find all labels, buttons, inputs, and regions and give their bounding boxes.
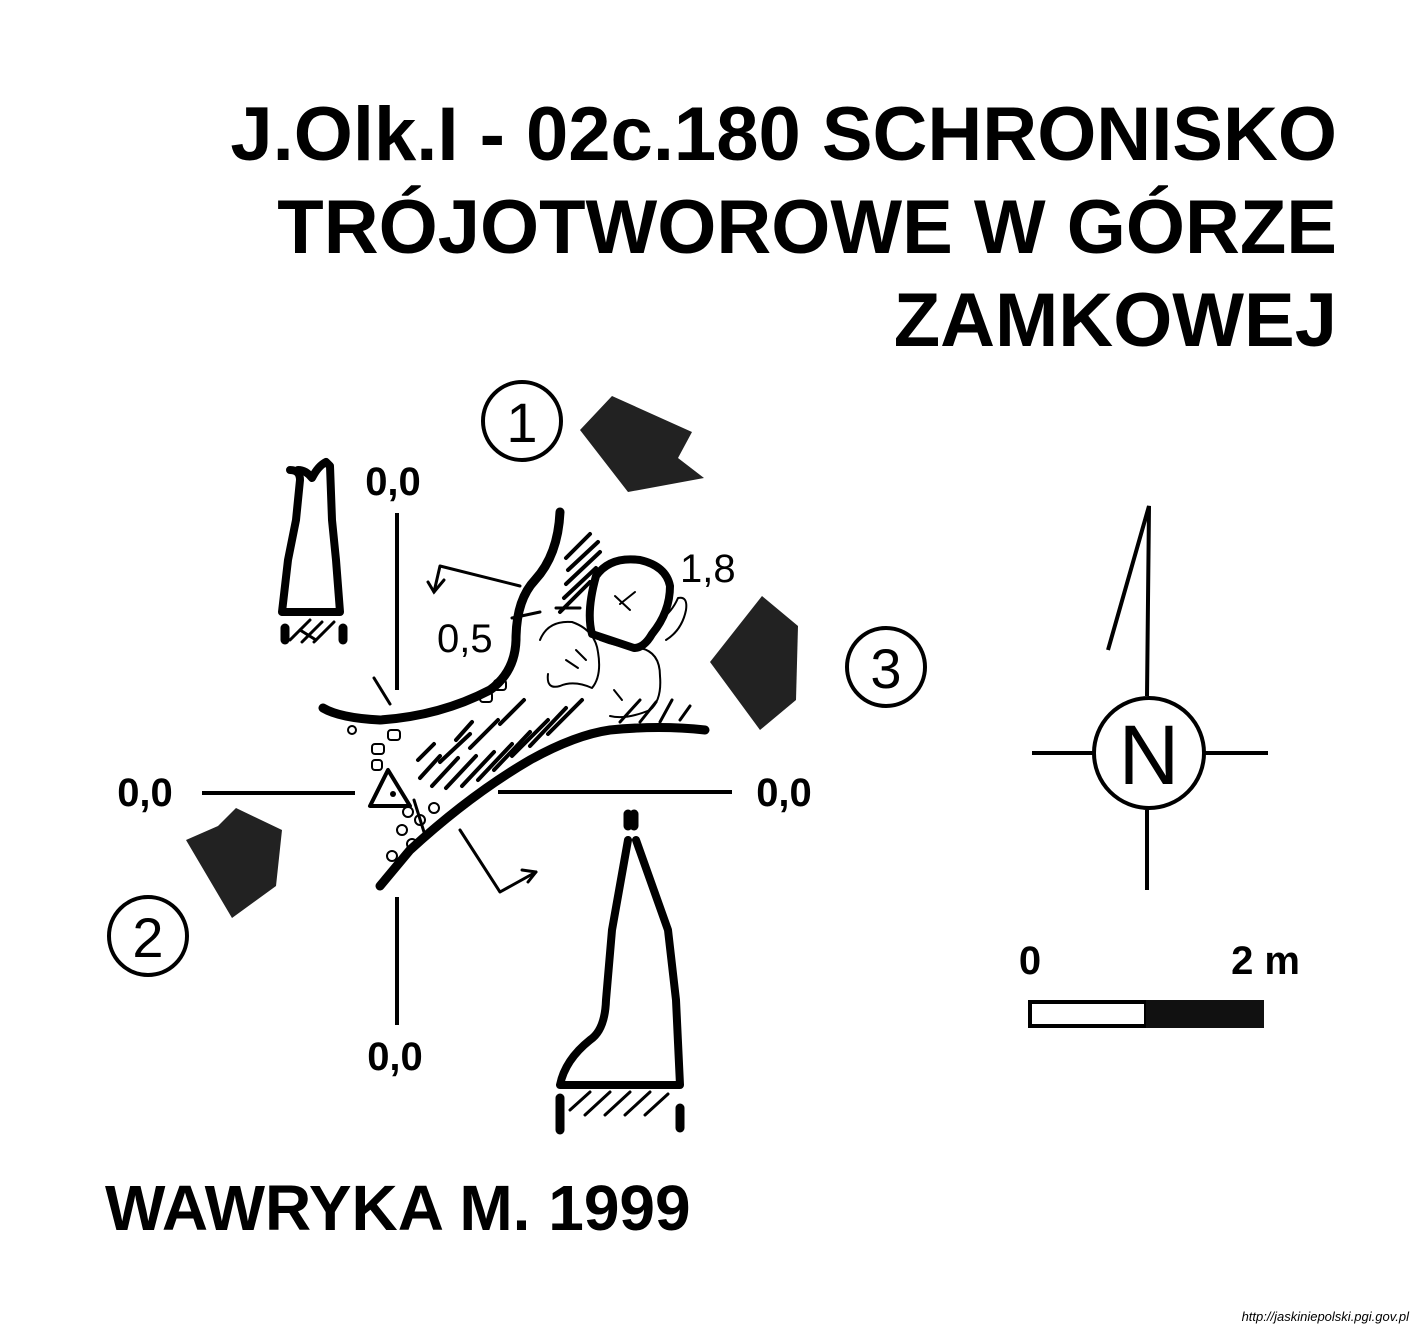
axis-label-bottom: 0,0 <box>367 1035 423 1079</box>
cross-section-top <box>278 458 348 645</box>
entrance-3-circle <box>845 626 927 708</box>
title-line-1: J.Olk.I - 02c.180 SCHRONISKO <box>230 92 1337 177</box>
entrance-2-arrow <box>186 808 282 918</box>
scale-label-start: 0 <box>1019 939 1041 983</box>
scale-bar <box>1028 1000 1264 1028</box>
entrance-2-number: 2 <box>132 906 163 969</box>
north-needle-icon <box>1106 505 1151 697</box>
compass-north-letter: N <box>1119 708 1180 802</box>
title-line-2: TRÓJOTWOROWE W GÓRZE <box>277 185 1337 270</box>
author-credit: WAWRYKA M. 1999 <box>105 1172 691 1244</box>
axis-label-top: 0,0 <box>365 460 421 504</box>
cross-section-bottom <box>555 809 685 1135</box>
entrance-2-circle <box>107 895 189 977</box>
compass <box>1032 505 1268 890</box>
axis-label-right: 0,0 <box>756 771 812 815</box>
entrance-3-number: 3 <box>870 637 901 700</box>
cave-plan <box>318 507 710 894</box>
depth-label-1-8: 1,8 <box>680 547 736 591</box>
scale-bar-black-segment <box>1146 1000 1264 1028</box>
section-axes <box>202 513 732 1025</box>
title-line-3: ZAMKOWEJ <box>893 278 1337 363</box>
source-url: http://jaskiniepolski.pgi.gov.pl <box>1241 1309 1409 1324</box>
entrance-arrows <box>186 396 798 918</box>
compass-circle <box>1092 696 1206 810</box>
axis-label-left: 0,0 <box>117 771 173 815</box>
scale-label-end: 2 m <box>1231 939 1300 983</box>
entrance-markers: 1 2 3 <box>107 380 927 977</box>
depth-label-0-5: 0,5 <box>437 617 493 661</box>
entrance-1-circle <box>481 380 563 462</box>
entrance-1-number: 1 <box>506 391 537 454</box>
entrance-3-arrow <box>710 596 798 730</box>
entrance-1-arrow <box>580 396 704 492</box>
scale-bar-white-segment <box>1028 1000 1148 1028</box>
